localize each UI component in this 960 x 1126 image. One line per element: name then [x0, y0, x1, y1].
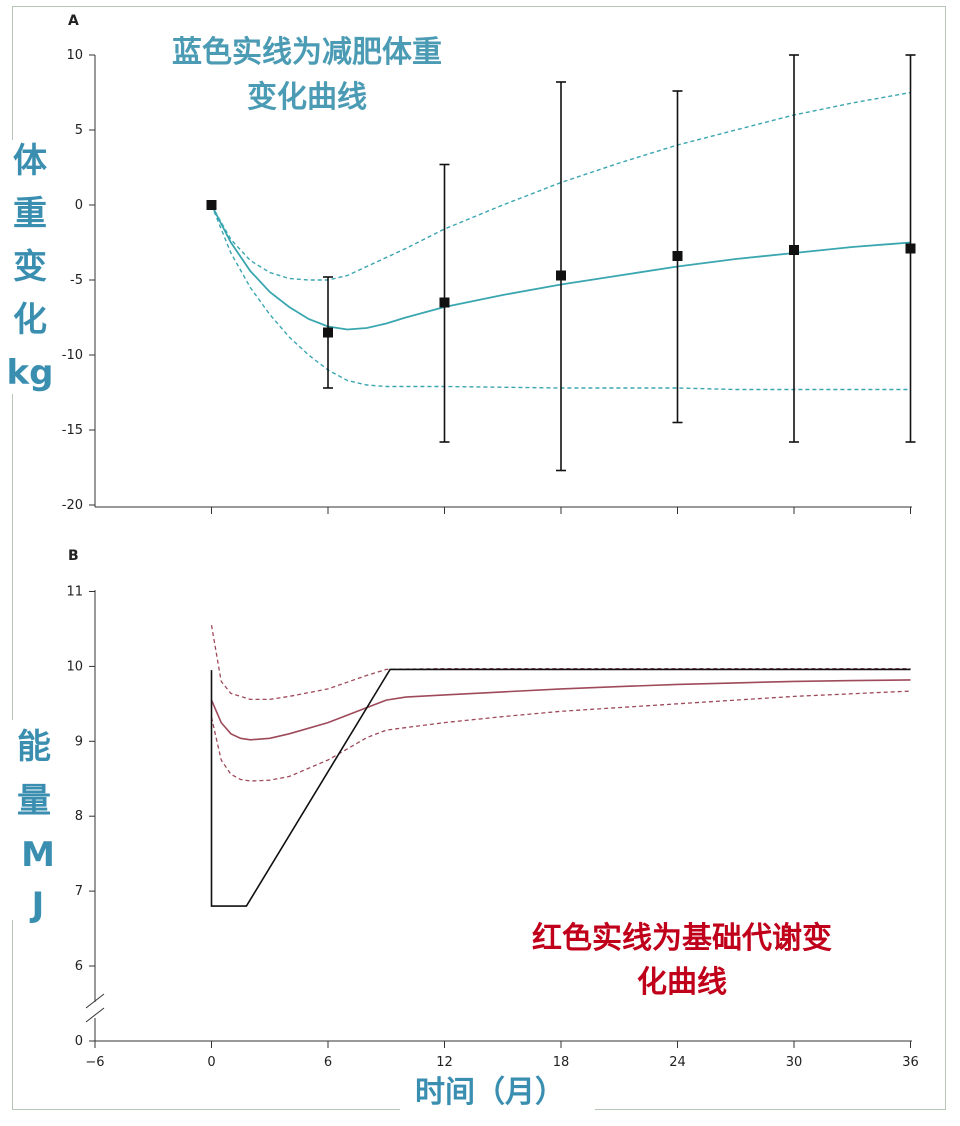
data-point-marker [439, 297, 450, 308]
panel-a-ylabel-backdrop [4, 140, 56, 394]
y-tick-label: 10 [66, 659, 83, 674]
y-tick-label: 6 [75, 959, 83, 974]
y-tick-label: 8 [75, 809, 83, 824]
panel-a-annotation-line-1: 蓝色实线为减肥体重 [172, 35, 442, 70]
x-axis-title: 时间（月） [415, 1075, 565, 1110]
y-tick-label: 11 [66, 585, 83, 600]
weight-bound-dashed-line [210, 204, 911, 391]
y-tick-label: -15 [62, 423, 83, 438]
y-tick-label: 0 [75, 1034, 83, 1049]
panel-b-ylabel-char: J [30, 885, 45, 925]
panel-b-ylabel-char: M [21, 835, 55, 875]
x-tick-label: −6 [85, 1055, 104, 1070]
panel-a-annotation-line-2: 变化曲线 [247, 80, 367, 115]
panel-b-annotation-line-1: 红色实线为基础代谢变 [532, 921, 832, 956]
y-tick-label: -5 [70, 273, 83, 288]
y-tick-label: 9 [75, 734, 83, 749]
y-tick-label: -10 [62, 348, 83, 363]
panel-a-points [206, 54, 916, 472]
bmr-mean-line [210, 679, 911, 741]
bmr-bound-dashed-line [210, 625, 911, 701]
data-point-marker [556, 270, 566, 281]
axis-break-mark [85, 993, 105, 1009]
panel-b-ylabel-backdrop [8, 720, 60, 920]
panel-a-ylabel-char: 重 [13, 194, 47, 234]
panel-b-ylabel-char: 能 [17, 727, 51, 767]
panel-a-series [210, 91, 911, 391]
energy-intake-line [210, 668, 911, 907]
data-point-marker [206, 200, 217, 210]
bmr-bound-dashed-line [210, 690, 911, 782]
panel-b-series [210, 625, 911, 907]
panel-a-ylabel-char: kg [7, 353, 54, 393]
y-tick-label: 10 [66, 48, 83, 63]
panel-a-axes: 10 5 0 -5 -10 -15 -20 [62, 48, 912, 514]
panel-a-ylabel-char: 体 [13, 141, 47, 181]
x-tick-label: 24 [669, 1055, 686, 1070]
panel-b-label: B [68, 548, 79, 564]
x-tick-label: 36 [902, 1055, 919, 1070]
panel-a-ylabel-char: 变 [13, 247, 47, 287]
x-tick-label: 6 [324, 1055, 332, 1070]
y-tick-label: 5 [75, 123, 83, 138]
weight-bound-dashed-line [210, 91, 911, 281]
panel-b-ylabel-char: 量 [17, 781, 51, 821]
x-tick-label: 30 [786, 1055, 803, 1070]
data-point-marker [323, 327, 333, 338]
x-tick-label: 0 [207, 1055, 215, 1070]
weight-mean-line [210, 204, 911, 331]
data-point-marker [789, 245, 799, 255]
data-point-marker [905, 243, 916, 254]
x-axis-title-backdrop [400, 1066, 595, 1112]
y-tick-label: 7 [75, 884, 83, 899]
panel-a-ylabel-char: 化 [13, 300, 47, 340]
y-tick-label: 0 [75, 198, 83, 213]
y-tick-label: -20 [62, 498, 83, 513]
axis-break-mark [85, 1007, 105, 1023]
panel-a-label: A [68, 13, 79, 29]
data-point-marker [672, 251, 683, 261]
panel-b-annotation-line-2: 化曲线 [637, 965, 727, 1000]
